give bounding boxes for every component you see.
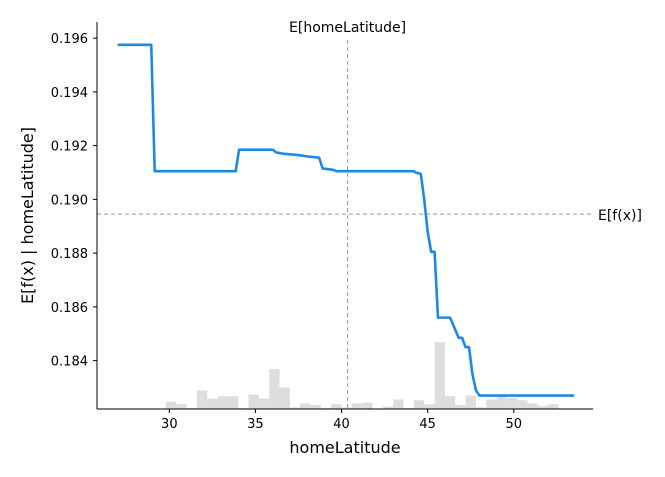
histogram-bar — [217, 396, 228, 409]
histogram-bar — [289, 407, 301, 409]
y-tick-label: 0.188 — [51, 247, 88, 262]
histogram-bar — [279, 387, 290, 409]
y-tick-label: 0.186 — [51, 301, 88, 316]
histogram-bar — [444, 396, 456, 409]
x-axis-label: homeLatitude — [289, 438, 400, 457]
histogram-bar — [496, 394, 507, 409]
histogram-bar — [196, 390, 208, 409]
histogram-bar — [341, 407, 352, 409]
histogram-bar — [527, 403, 538, 409]
histogram-bar — [506, 397, 518, 409]
x-tick-label: 45 — [419, 417, 436, 432]
histogram-bar — [434, 342, 445, 409]
histogram-bar — [227, 396, 239, 409]
y-tick-label: 0.190 — [51, 193, 88, 208]
histogram-bar — [258, 398, 270, 409]
histogram-bar — [351, 403, 363, 409]
histogram — [134, 342, 559, 409]
y-tick-label: 0.192 — [51, 140, 88, 155]
x-tick-label: 40 — [333, 417, 350, 432]
axes: 30 35 40 45 50 0.184 0.186 0.188 0.190 0.192 0.194… — [51, 22, 593, 432]
reference-lines — [97, 40, 593, 409]
histogram-bar — [207, 398, 218, 409]
histogram-bar — [537, 405, 549, 409]
histogram-bar — [424, 404, 435, 409]
histogram-bar — [548, 404, 559, 409]
histogram-bar — [486, 399, 497, 409]
dependence-line-layer — [117, 43, 575, 397]
y-tick-label: 0.196 — [51, 32, 88, 47]
horizontal-reference-label: E[f(x)] — [598, 208, 642, 224]
y-tick-label: 0.184 — [51, 355, 88, 370]
histogram-bar — [393, 399, 404, 409]
histogram-bar — [176, 404, 187, 409]
x-tick-label: 35 — [247, 417, 264, 432]
histogram-bar — [517, 400, 528, 409]
x-tick-label: 30 — [161, 417, 178, 432]
histogram-bar — [331, 404, 342, 409]
histogram-bar — [310, 405, 321, 409]
y-tick-label: 0.194 — [51, 86, 88, 101]
vertical-reference-label: E[homeLatitude] — [289, 20, 406, 36]
histogram-bar — [413, 400, 425, 409]
y-axis-label: E[f(x) | homeLatitude] — [18, 127, 37, 304]
histogram-bar — [475, 407, 487, 409]
histogram-bar — [465, 395, 476, 409]
histogram-bar — [362, 402, 373, 409]
histogram-bar — [269, 369, 280, 409]
x-tick-label: 50 — [506, 417, 523, 432]
histogram-bar — [300, 403, 311, 409]
histogram-bar — [382, 406, 394, 409]
histogram-bar — [165, 401, 177, 409]
dependence-line — [117, 43, 575, 397]
histogram-bar — [455, 405, 466, 409]
histogram-bar — [248, 394, 259, 409]
